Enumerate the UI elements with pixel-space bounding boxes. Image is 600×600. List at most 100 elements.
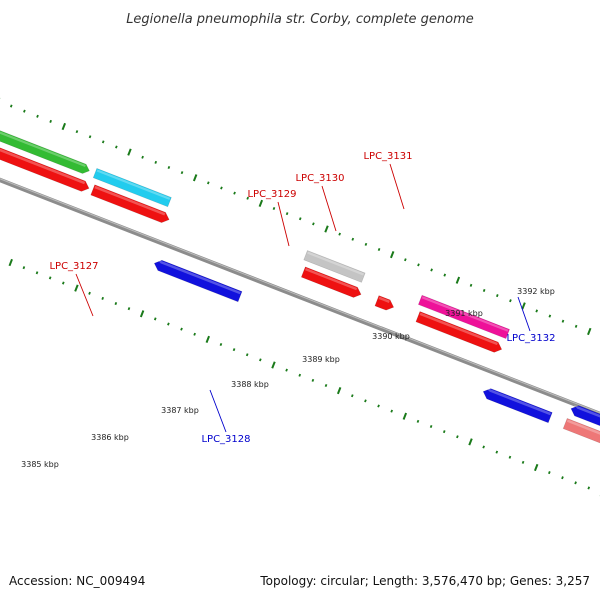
map-title: Legionella pneumophila str. Corby, compl… — [126, 12, 474, 27]
gene-label-lpc_3131: LPC_3131 — [363, 151, 412, 162]
inner-minor-tick — [180, 327, 183, 331]
inner-minor-tick — [377, 404, 380, 408]
gene-blue-right-highlight — [573, 404, 600, 418]
gene-red-3129 — [300, 266, 362, 298]
inner-minor-tick — [521, 460, 525, 464]
leader-lpc_3127 — [75, 273, 94, 317]
outer-minor-tick — [351, 237, 355, 241]
inner-minor-tick — [114, 301, 118, 306]
inner-minor-tick — [429, 424, 433, 429]
inner-minor-tick — [153, 317, 157, 321]
outer-minor-tick — [141, 155, 144, 159]
outer-minor-tick — [49, 119, 52, 123]
gene-green-left-highlight — [0, 131, 86, 168]
inner-major-tick — [8, 258, 13, 267]
leader-lpc_3130 — [321, 185, 337, 232]
outer-minor-tick — [9, 104, 13, 108]
inner-minor-tick — [127, 307, 131, 311]
outer-minor-tick — [404, 258, 407, 262]
outer-minor-tick — [430, 268, 433, 272]
accession-text: Accession: NC_009494 — [9, 574, 146, 588]
inner-minor-tick — [574, 481, 577, 485]
genome-stats-text: Topology: circular; Length: 3,576,470 bp… — [260, 574, 590, 588]
outer-minor-tick — [220, 186, 223, 190]
outer-minor-tick — [167, 165, 171, 170]
genome-backbone — [0, 177, 600, 417]
inner-minor-tick — [548, 471, 551, 475]
inner-minor-tick — [167, 322, 170, 326]
outer-minor-tick — [574, 324, 578, 328]
inner-minor-tick — [324, 383, 328, 388]
inner-minor-tick — [587, 486, 591, 490]
inner-major-tick — [402, 412, 408, 420]
inner-minor-tick — [508, 455, 512, 459]
outer-minor-tick — [180, 171, 184, 175]
outer-minor-tick — [233, 191, 236, 195]
outer-minor-tick — [535, 309, 539, 313]
leader-lpc_3131 — [389, 163, 405, 210]
outer-major-tick — [127, 148, 132, 156]
inner-minor-tick — [482, 445, 485, 449]
outer-major-tick — [192, 174, 198, 182]
inner-minor-tick — [390, 409, 394, 413]
inner-minor-tick — [193, 332, 196, 336]
outer-major-tick — [521, 302, 526, 310]
gene-lpc_3127 — [92, 168, 172, 208]
outer-minor-tick — [509, 299, 512, 303]
gene-label-lpc_3132: LPC_3132 — [506, 333, 555, 344]
outer-minor-tick — [206, 181, 210, 185]
scale-label: 3388 kbp — [231, 380, 269, 389]
scale-label: 3385 kbp — [21, 460, 59, 469]
inner-minor-tick — [35, 271, 39, 275]
outer-minor-tick — [23, 109, 26, 113]
inner-minor-tick — [88, 291, 91, 295]
gene-lpc_3129-highlight — [307, 251, 364, 276]
gene-lpc_3131 — [417, 294, 510, 340]
scale-label: 3391 kbp — [445, 309, 483, 318]
outer-major-tick — [390, 250, 395, 259]
inner-major-tick — [533, 463, 539, 472]
inner-minor-tick — [311, 378, 315, 382]
outer-minor-tick — [561, 319, 565, 323]
gene-lpc_3129 — [303, 250, 366, 283]
scale-labels: 3385 kbp 3386 kbp 3387 kbp 3388 kbp 3389 kbp… — [21, 287, 555, 469]
scale-label: 3390 kbp — [372, 332, 410, 341]
inner-minor-tick — [285, 368, 288, 372]
outer-major-tick — [324, 225, 329, 233]
outer-minor-tick — [272, 206, 276, 211]
outer-major-tick — [61, 122, 67, 131]
outer-minor-tick — [364, 242, 368, 246]
gene-labels: LPC_3127 LPC_3128 LPC_3129 LPC_3130 LPC_3131… — [49, 151, 555, 445]
scale-label: 3386 kbp — [91, 433, 129, 442]
gene-label-lpc_3128: LPC_3128 — [201, 434, 250, 445]
scale-label: 3389 kbp — [302, 355, 340, 364]
gene-label-lpc_3129: LPC_3129 — [247, 189, 296, 200]
scale-label: 3387 kbp — [161, 406, 199, 415]
inner-minor-tick — [232, 348, 236, 352]
inner-minor-tick — [350, 394, 354, 398]
gene-pink-right — [562, 417, 600, 444]
outer-major-tick — [258, 199, 264, 207]
leader-lpc_3128 — [209, 389, 227, 433]
gene-red-3131 — [415, 311, 503, 353]
backbone-line — [0, 177, 600, 417]
outer-minor-tick — [154, 160, 158, 164]
outer-minor-tick — [115, 145, 118, 149]
outer-minor-tick — [285, 212, 289, 216]
inner-minor-tick — [219, 342, 223, 347]
outer-minor-tick — [548, 314, 552, 318]
outer-minor-tick — [482, 288, 486, 293]
outer-major-tick — [455, 276, 461, 284]
inner-minor-tick — [259, 358, 262, 362]
gene-red-3127-highlight — [94, 185, 166, 216]
inner-minor-tick — [561, 476, 564, 480]
inner-major-tick — [468, 438, 473, 446]
inner-minor-tick — [442, 430, 446, 434]
gene-lpc_3132 — [482, 388, 553, 424]
inner-minor-tick — [298, 373, 302, 377]
inner-minor-tick — [456, 435, 459, 439]
outer-minor-tick — [88, 135, 92, 139]
outer-minor-tick — [246, 196, 250, 200]
gene-lpc_3131-highlight — [421, 296, 509, 332]
